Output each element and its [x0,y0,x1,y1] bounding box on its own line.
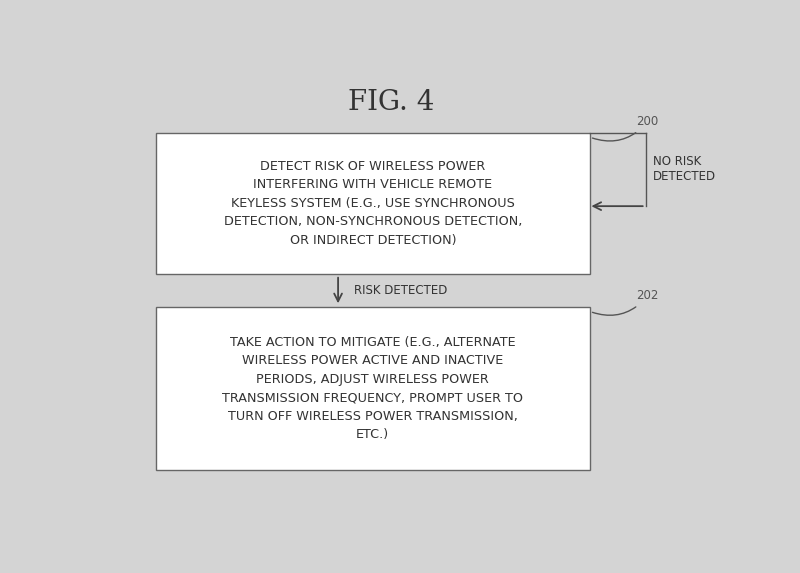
Text: FIG. 4: FIG. 4 [348,89,434,116]
Text: NO RISK
DETECTED: NO RISK DETECTED [653,155,716,183]
FancyBboxPatch shape [156,133,590,274]
Text: RISK DETECTED: RISK DETECTED [354,284,447,297]
FancyBboxPatch shape [156,307,590,470]
Text: TAKE ACTION TO MITIGATE (E.G., ALTERNATE
WIRELESS POWER ACTIVE AND INACTIVE
PERI: TAKE ACTION TO MITIGATE (E.G., ALTERNATE… [222,336,523,441]
Text: 202: 202 [593,289,658,315]
Text: 200: 200 [593,115,658,141]
Text: DETECT RISK OF WIRELESS POWER
INTERFERING WITH VEHICLE REMOTE
KEYLESS SYSTEM (E.: DETECT RISK OF WIRELESS POWER INTERFERIN… [224,160,522,247]
